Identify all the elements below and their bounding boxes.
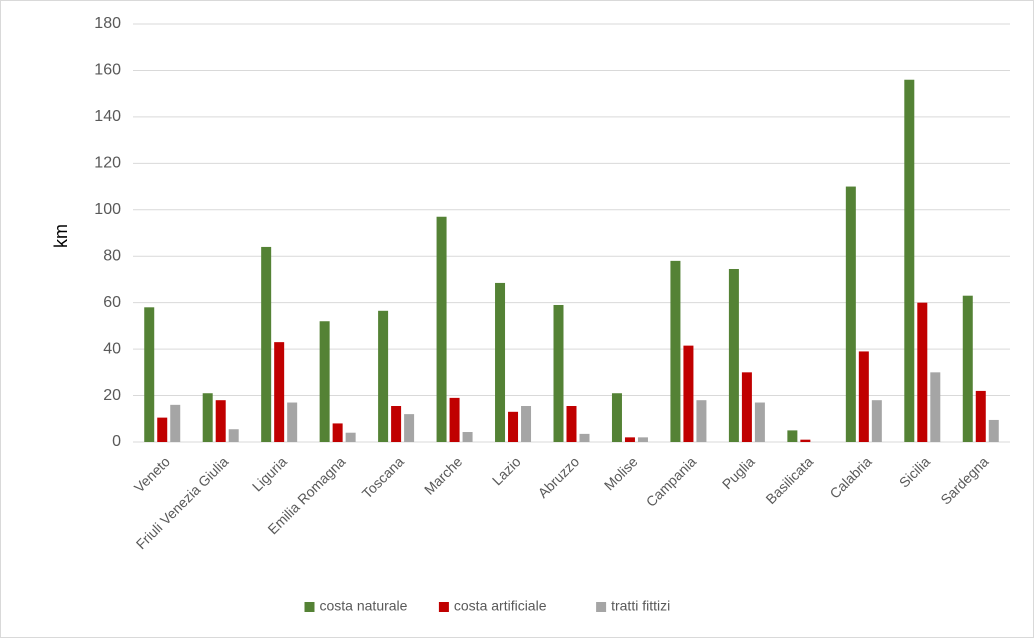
bar [741,372,752,442]
bar [332,423,343,442]
bar [696,400,707,442]
bar [202,393,213,442]
bar [508,411,519,442]
y-tick-label: 40 [103,340,121,357]
bar [683,345,694,442]
bar [404,414,415,442]
y-axis-label: km [51,224,71,248]
bar [930,372,941,442]
legend-label: costa naturale [320,598,408,614]
bar [800,439,811,442]
bar [624,437,635,442]
bar [157,417,168,442]
bar [845,186,856,442]
bar [261,246,272,442]
legend-label: tratti fittizi [611,598,670,614]
bar [858,351,869,442]
bar [462,432,473,442]
bar [988,419,999,442]
bar [449,397,460,442]
bar [521,406,532,442]
legend-swatch [438,602,449,612]
bar [287,402,298,442]
bar [871,400,882,442]
bar [345,432,356,442]
y-tick-label: 140 [94,108,121,125]
y-tick-label: 180 [94,15,121,32]
bar [566,406,577,442]
legend-swatch [596,602,607,612]
bar [787,430,798,442]
bar [319,321,330,442]
bar [436,216,447,442]
y-tick-label: 20 [103,387,121,404]
bar [728,268,739,442]
bar [611,393,622,442]
bar [215,400,226,442]
bar [170,404,181,442]
y-tick-label: 120 [94,155,121,172]
y-tick-label: 100 [94,201,121,218]
y-tick-label: 60 [103,294,121,311]
y-tick-label: 80 [103,247,121,264]
bar [378,310,389,442]
bar [579,433,590,442]
y-tick-label: 0 [112,433,121,450]
bar [904,79,915,442]
bar [391,406,402,442]
bar [670,260,681,442]
bar [553,304,564,442]
bar [274,342,285,442]
bar [917,302,928,442]
y-tick-label: 160 [94,62,121,79]
bar [228,429,239,442]
bar [962,295,973,442]
legend-swatch [304,602,315,612]
bar [144,307,155,442]
bar [754,402,765,442]
bar [495,282,506,442]
bar [637,437,648,442]
bar [975,390,986,442]
legend-label: costa artificiale [454,598,547,614]
